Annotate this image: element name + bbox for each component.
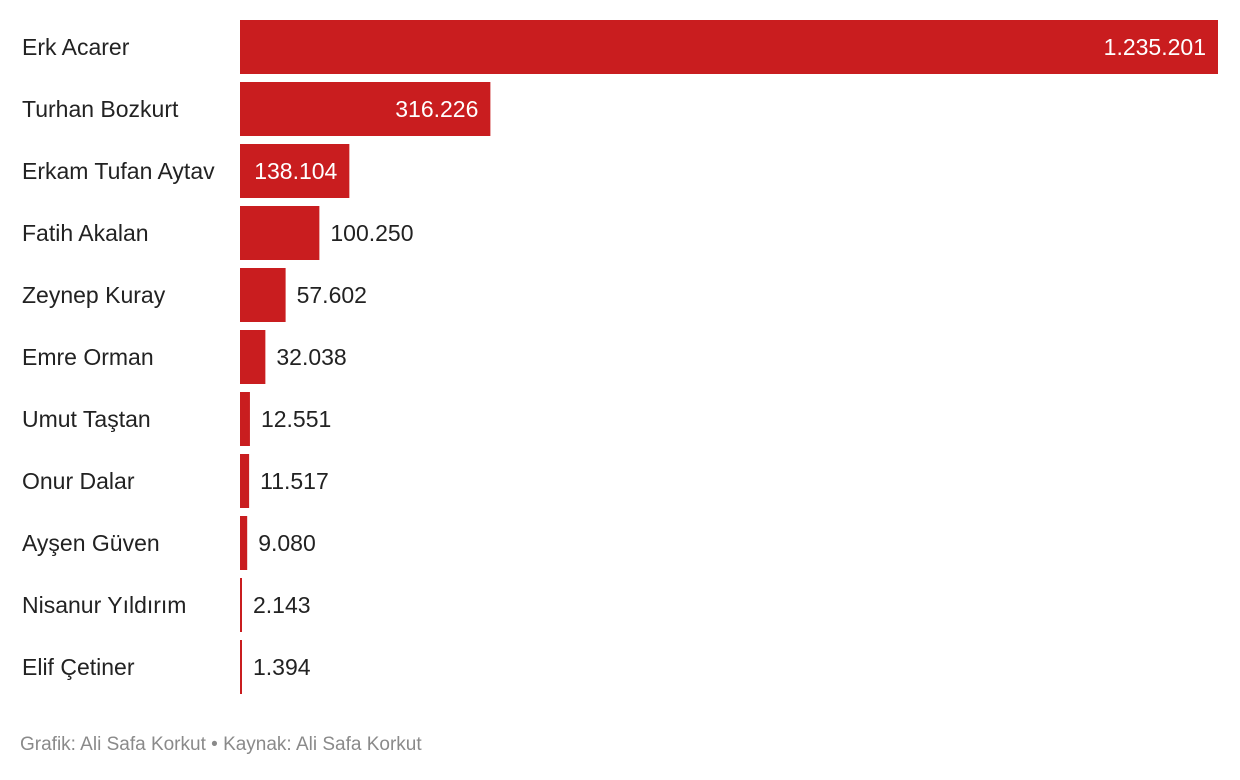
- bar-chart: Erk Acarer Turhan Bozkurt Erkam Tufan Ayta…: [22, 20, 1218, 694]
- bar: [240, 268, 286, 322]
- bar: [240, 330, 266, 384]
- value-label: 9.080: [258, 530, 316, 556]
- category-label: Erkam Tufan Aytav: [22, 158, 215, 184]
- value-label: 57.602: [297, 282, 367, 308]
- category-label: Nisanur Yıldırım: [22, 592, 186, 618]
- bar: [240, 640, 242, 694]
- value-label: 316.226: [395, 96, 478, 122]
- bar: [240, 206, 320, 260]
- value-label: 100.250: [330, 220, 413, 246]
- chart-footer: Grafik: Ali Safa Korkut • Kaynak: Ali Sa…: [20, 734, 422, 755]
- value-label: 138.104: [254, 158, 337, 184]
- value-label: 32.038: [276, 344, 346, 370]
- category-label: Emre Orman: [22, 344, 154, 370]
- bar: [240, 454, 250, 508]
- value-labels: 1.235.201 316.226 138.104 100.250 57.602 32.0…: [253, 34, 1206, 680]
- bar: [240, 82, 491, 136]
- value-label: 11.517: [260, 468, 329, 494]
- bar: [240, 20, 1218, 74]
- category-label: Umut Taştan: [22, 406, 151, 432]
- category-label: Fatih Akalan: [22, 220, 149, 246]
- value-label: 12.551: [261, 406, 331, 432]
- bar: [240, 578, 242, 632]
- category-label: Zeynep Kuray: [22, 282, 166, 308]
- category-label: Turhan Bozkurt: [22, 96, 179, 122]
- category-label: Elif Çetiner: [22, 654, 135, 680]
- category-label: Ayşen Güven: [22, 530, 160, 556]
- value-label: 1.235.201: [1104, 34, 1206, 60]
- bars: [240, 20, 1218, 694]
- bar: [240, 516, 248, 570]
- bar: [240, 144, 350, 198]
- category-label: Onur Dalar: [22, 468, 135, 494]
- bar: [240, 392, 250, 446]
- category-labels: Erk Acarer Turhan Bozkurt Erkam Tufan Ayta…: [22, 34, 215, 680]
- value-label: 2.143: [253, 592, 311, 618]
- value-label: 1.394: [253, 654, 311, 680]
- category-label: Erk Acarer: [22, 34, 130, 60]
